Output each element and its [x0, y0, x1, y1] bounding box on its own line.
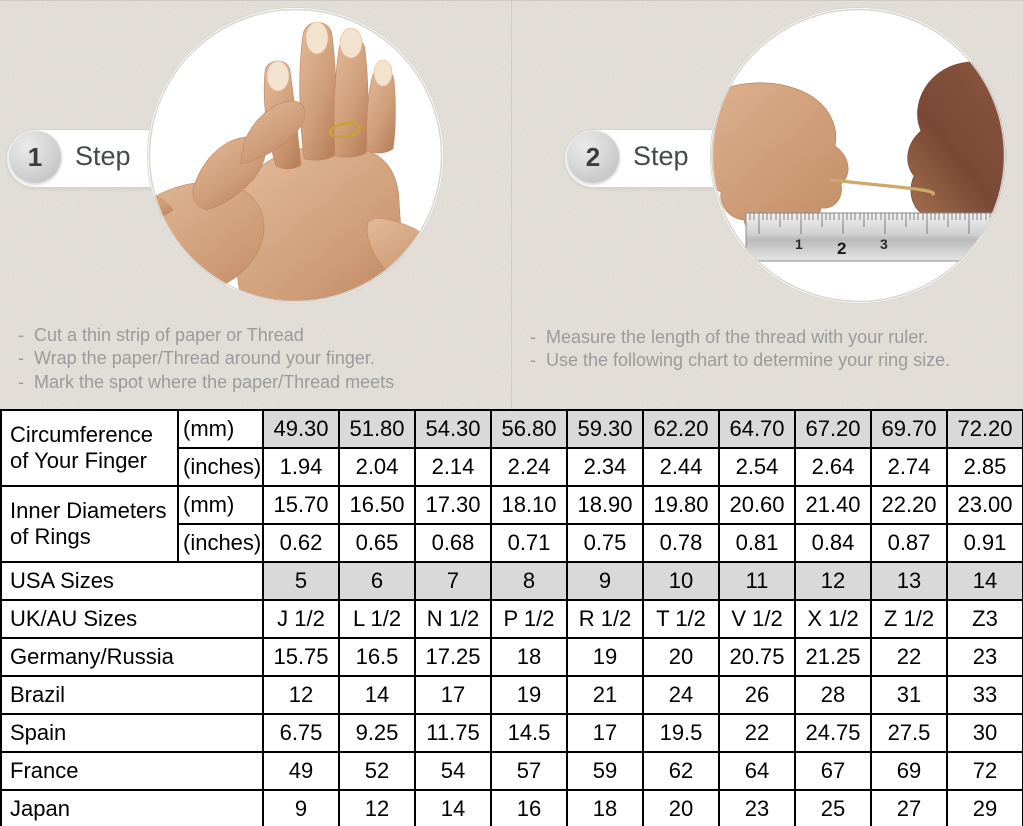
svg-text:1: 1 [795, 236, 803, 252]
svg-text:3: 3 [880, 236, 888, 252]
svg-text:2: 2 [837, 239, 846, 258]
